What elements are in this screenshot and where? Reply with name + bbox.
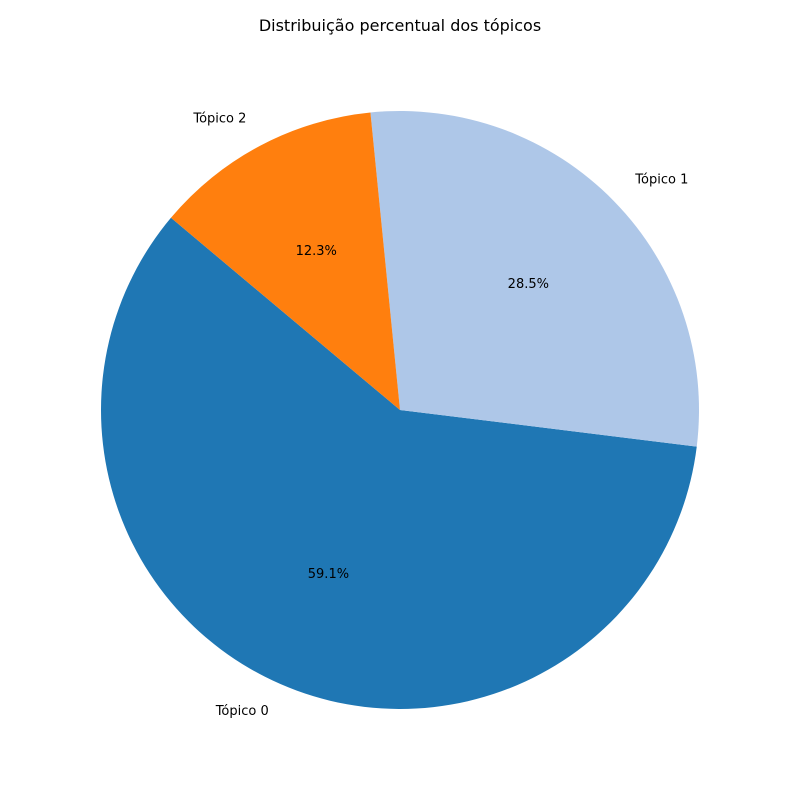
- chart-title: Distribuição percentual dos tópicos: [259, 16, 541, 35]
- slice-label-2: Tópico 2: [192, 112, 246, 127]
- slice-label-1: Tópico 1: [634, 173, 688, 188]
- pie-slice-0: [101, 217, 697, 710]
- pie-slices: [101, 111, 700, 710]
- pie-labels: Tópico 0 59.1% Tópico 1 28.5% Tópico 2 12.3%: [192, 112, 688, 719]
- slice-percent-0: 59.1%: [308, 567, 349, 582]
- slice-percent-1: 28.5%: [508, 277, 549, 292]
- slice-label-0: Tópico 0: [215, 704, 269, 719]
- pie-slice-2: [170, 112, 400, 410]
- slice-percent-2: 12.3%: [296, 244, 337, 259]
- pie-slice-1: [370, 111, 700, 447]
